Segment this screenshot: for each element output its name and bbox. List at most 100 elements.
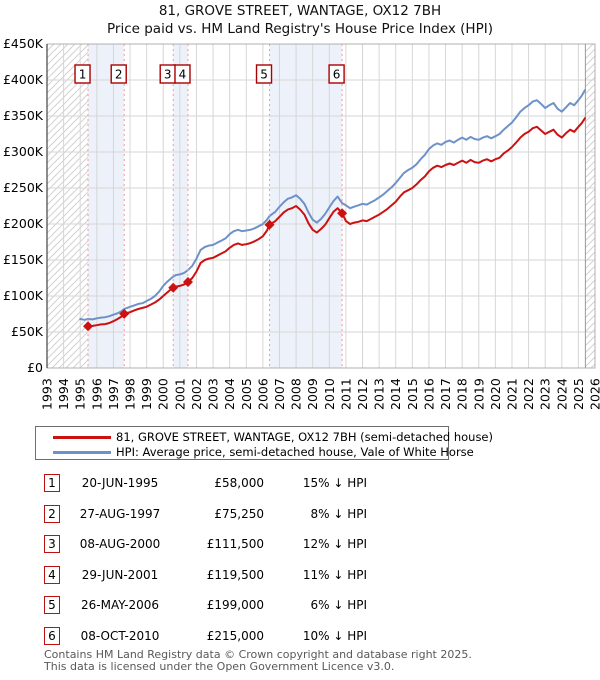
x-tick-label: 2008 <box>289 378 304 410</box>
sale-vs-hpi: 10% ↓ HPI <box>302 628 367 643</box>
sale-number-badge: 4 <box>44 565 60 584</box>
no-data-hatch <box>47 44 89 368</box>
sale-marker-number: 3 <box>164 68 172 82</box>
sale-price: £199,000 <box>206 598 264 612</box>
x-tick-label: 2026 <box>588 378 600 410</box>
sale-number-badge: 6 <box>44 626 60 645</box>
sale-row-4: 4 29-JUN-2001 £119,500 11% ↓ HPI <box>0 565 600 588</box>
sale-price: £111,500 <box>206 537 264 551</box>
y-tick-label: £300K <box>3 144 44 159</box>
y-tick-label: £0 <box>27 360 43 375</box>
x-tick-label: 2011 <box>338 378 353 410</box>
sale-point-marker <box>182 276 193 287</box>
sale-marker-box <box>110 64 127 84</box>
sale-marker-number: 5 <box>260 68 268 82</box>
x-tick-label: 2010 <box>322 378 337 410</box>
x-tick-label: 2000 <box>156 378 171 410</box>
x-tick-label: 2021 <box>504 378 519 410</box>
sale-marker-number: 4 <box>179 68 187 82</box>
x-tick-label: 2023 <box>538 378 553 410</box>
x-tick-label: 2004 <box>222 378 237 410</box>
sale-point-marker <box>337 208 348 219</box>
sale-vs-hpi: 6% ↓ HPI <box>310 598 367 612</box>
x-tick-label: 2012 <box>355 378 370 410</box>
sale-number-badge: 1 <box>44 474 60 492</box>
x-tick-label: 1999 <box>139 378 154 410</box>
x-tick-label: 1996 <box>89 378 104 410</box>
page-subtitle: Price paid vs. HM Land Registry's House … <box>107 21 493 37</box>
legend-label-hpi: HPI: Average price, semi-detached house,… <box>116 444 474 459</box>
sale-point-marker <box>119 308 130 319</box>
y-tick-label: £200K <box>3 216 44 231</box>
sale-date: 27-AUG-1997 <box>79 506 161 521</box>
sale-marker-box <box>328 64 345 84</box>
no-data-hatch <box>585 44 595 368</box>
x-tick-label: 2025 <box>571 378 586 410</box>
sale-marker-number: 2 <box>115 68 123 82</box>
sale-number-badge: 5 <box>44 596 60 614</box>
x-tick-label: 2003 <box>206 378 221 410</box>
sale-date: 20-JUN-1995 <box>81 476 159 490</box>
sale-number-badge: 3 <box>44 535 60 553</box>
x-tick-label: 1994 <box>56 378 71 410</box>
legend-swatch-hpi <box>53 450 111 454</box>
sale-row-6: 6 08-OCT-2010 £215,000 10% ↓ HPI <box>0 626 600 649</box>
sale-vs-hpi: 15% ↓ HPI <box>302 476 367 490</box>
x-tick-label: 2015 <box>405 378 420 410</box>
x-tick-label: 2022 <box>521 378 536 410</box>
legend-item-hpi: HPI: Average price, semi-detached house,… <box>36 445 474 460</box>
sale-marker-box <box>74 64 91 84</box>
sale-row-3: 3 08-AUG-2000 £111,500 12% ↓ HPI <box>0 535 600 557</box>
y-tick-label: £100K <box>3 288 44 303</box>
sale-point-marker <box>264 219 275 230</box>
sale-number-badge: 2 <box>44 504 60 523</box>
sale-price: £215,000 <box>206 628 264 643</box>
legend-item-price-paid: 81, GROVE STREET, WANTAGE, OX12 7BH (sem… <box>36 430 493 445</box>
ownership-band <box>173 44 188 368</box>
x-tick-label: 2006 <box>255 378 270 410</box>
sale-row-2: 2 27-AUG-1997 £75,250 8% ↓ HPI <box>0 504 600 527</box>
hpi-series-line <box>79 89 586 321</box>
x-tick-label: 2018 <box>455 378 470 410</box>
y-tick-label: £450K <box>3 36 44 51</box>
sale-vs-hpi: 12% ↓ HPI <box>302 537 367 551</box>
x-tick-label: 2005 <box>239 378 254 410</box>
sale-vs-hpi: 8% ↓ HPI <box>310 506 367 521</box>
x-tick-label: 1998 <box>123 378 138 410</box>
sale-date: 29-JUN-2001 <box>81 567 159 582</box>
legend-label-price-paid: 81, GROVE STREET, WANTAGE, OX12 7BH (sem… <box>116 430 493 444</box>
sale-price: £58,000 <box>214 476 264 490</box>
x-tick-label: 1993 <box>40 378 55 410</box>
y-tick-label: £150K <box>3 252 44 267</box>
sale-vs-hpi: 11% ↓ HPI <box>302 567 367 582</box>
sale-price: £75,250 <box>214 506 264 521</box>
x-tick-label: 1997 <box>106 378 121 410</box>
y-tick-label: £350K <box>3 108 44 123</box>
sale-point-marker <box>168 282 179 293</box>
footer-line-1: Contains HM Land Registry data © Crown c… <box>44 648 472 661</box>
sale-date: 26-MAY-2006 <box>80 598 159 612</box>
x-tick-label: 2020 <box>488 378 503 410</box>
sale-point-marker <box>83 321 94 332</box>
sale-date: 08-AUG-2000 <box>79 537 161 551</box>
x-tick-label: 2013 <box>372 378 387 410</box>
x-tick-label: 2009 <box>305 378 320 410</box>
x-tick-label: 2002 <box>189 378 204 410</box>
legend-swatch-price-paid <box>53 436 111 439</box>
sale-marker-number: 1 <box>79 68 87 82</box>
sale-row-5: 5 26-MAY-2006 £199,000 6% ↓ HPI <box>0 596 600 618</box>
sale-marker-box <box>174 64 191 84</box>
chart-legend: 81, GROVE STREET, WANTAGE, OX12 7BH (sem… <box>35 426 493 460</box>
x-tick-label: 1995 <box>73 378 88 410</box>
sale-marker-box <box>255 64 273 84</box>
footer-line-2: This data is licensed under the Open Gov… <box>44 659 395 673</box>
x-tick-label: 2024 <box>554 378 569 410</box>
y-tick-label: £250K <box>3 180 44 195</box>
x-tick-label: 2001 <box>172 378 187 410</box>
sale-history-table: 1 20-JUN-1995 £58,000 15% ↓ HPI 2 27-AUG-1997… <box>0 470 600 648</box>
x-tick-label: 2016 <box>421 378 436 410</box>
copyright-footer: Contains HM Land Registry data © Crown c… <box>44 649 472 672</box>
page-title: 81, GROVE STREET, WANTAGE, OX12 7BH <box>158 3 442 19</box>
sale-date: 08-OCT-2010 <box>80 628 160 643</box>
